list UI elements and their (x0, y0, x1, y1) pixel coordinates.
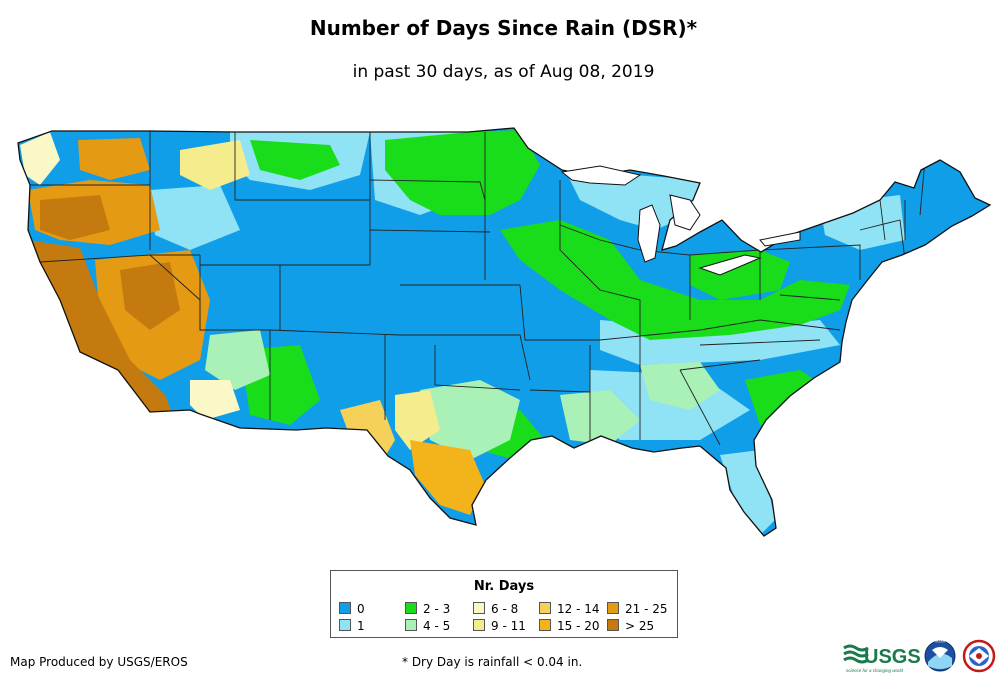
legend-label: 4 - 5 (423, 619, 451, 633)
legend-swatch (473, 602, 485, 614)
great-lakes (560, 165, 801, 276)
usgs-tagline: science for a changing world (846, 668, 904, 673)
legend-label: 9 - 11 (491, 619, 526, 633)
legend-swatch (339, 602, 351, 614)
legend-item-4: 6 - 8 (473, 602, 518, 615)
agency-logos: USGS science for a changing world NOAA (843, 639, 996, 673)
legend-title: Nr. Days (473, 579, 535, 594)
legend-item-5: 9 - 11 (473, 619, 526, 632)
legend-label: 15 - 20 (557, 619, 600, 633)
rain-day-regions (18, 128, 990, 536)
legend-swatch (607, 602, 619, 614)
state-boundaries (30, 131, 926, 446)
legend-item-9: > 25 (607, 619, 654, 632)
legend-label: > 25 (625, 619, 655, 633)
legend-swatch (405, 602, 417, 614)
map-subtitle: in past 30 days, as of Aug 08, 2019 (352, 62, 655, 82)
legend-label: 1 (357, 619, 365, 633)
legend-item-7: 15 - 20 (539, 619, 600, 632)
legend-swatch (473, 619, 485, 631)
legend-label: 2 - 3 (423, 602, 451, 616)
legend: Nr. Days 0 1 2 - 3 4 - 5 6 - 8 9 - 11 12… (330, 570, 678, 638)
legend-swatch (539, 602, 551, 614)
us-dsr-map (17, 127, 991, 537)
legend-item-6: 12 - 14 (539, 602, 600, 615)
legend-item-3: 4 - 5 (405, 619, 450, 632)
legend-label: 6 - 8 (491, 602, 519, 616)
legend-swatch (339, 619, 351, 631)
legend-item-0: 0 (339, 602, 365, 615)
legend-swatch (607, 619, 619, 631)
legend-item-1: 1 (339, 619, 365, 632)
usgs-logo: USGS science for a changing world (843, 644, 921, 673)
legend-label: 12 - 14 (557, 602, 600, 616)
legend-item-2: 2 - 3 (405, 602, 450, 615)
legend-swatch (405, 619, 417, 631)
legend-label: 21 - 25 (625, 602, 668, 616)
legend-swatch (539, 619, 551, 631)
legend-label: 0 (357, 602, 365, 616)
usgs-logo-text: USGS (864, 646, 921, 668)
legend-item-8: 21 - 25 (607, 602, 668, 615)
map-credit: Map Produced by USGS/EROS (10, 655, 188, 669)
noaa-logo-text: NOAA (935, 640, 946, 644)
map-title: Number of Days Since Rain (DSR)* (309, 16, 698, 40)
noaa-logo: NOAA (924, 640, 956, 672)
nws-logo (962, 639, 996, 673)
dry-day-footnote: * Dry Day is rainfall < 0.04 in. (402, 655, 583, 669)
